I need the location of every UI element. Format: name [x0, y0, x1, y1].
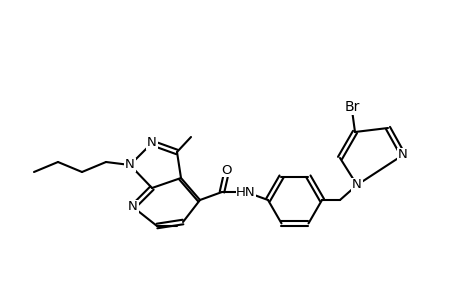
Text: N: N	[147, 136, 157, 149]
Text: N: N	[351, 178, 361, 191]
Text: HN: HN	[235, 185, 255, 199]
Text: Br: Br	[344, 100, 359, 114]
Text: N: N	[125, 158, 134, 172]
Text: O: O	[221, 164, 232, 176]
Text: N: N	[128, 200, 138, 214]
Text: N: N	[397, 148, 407, 161]
